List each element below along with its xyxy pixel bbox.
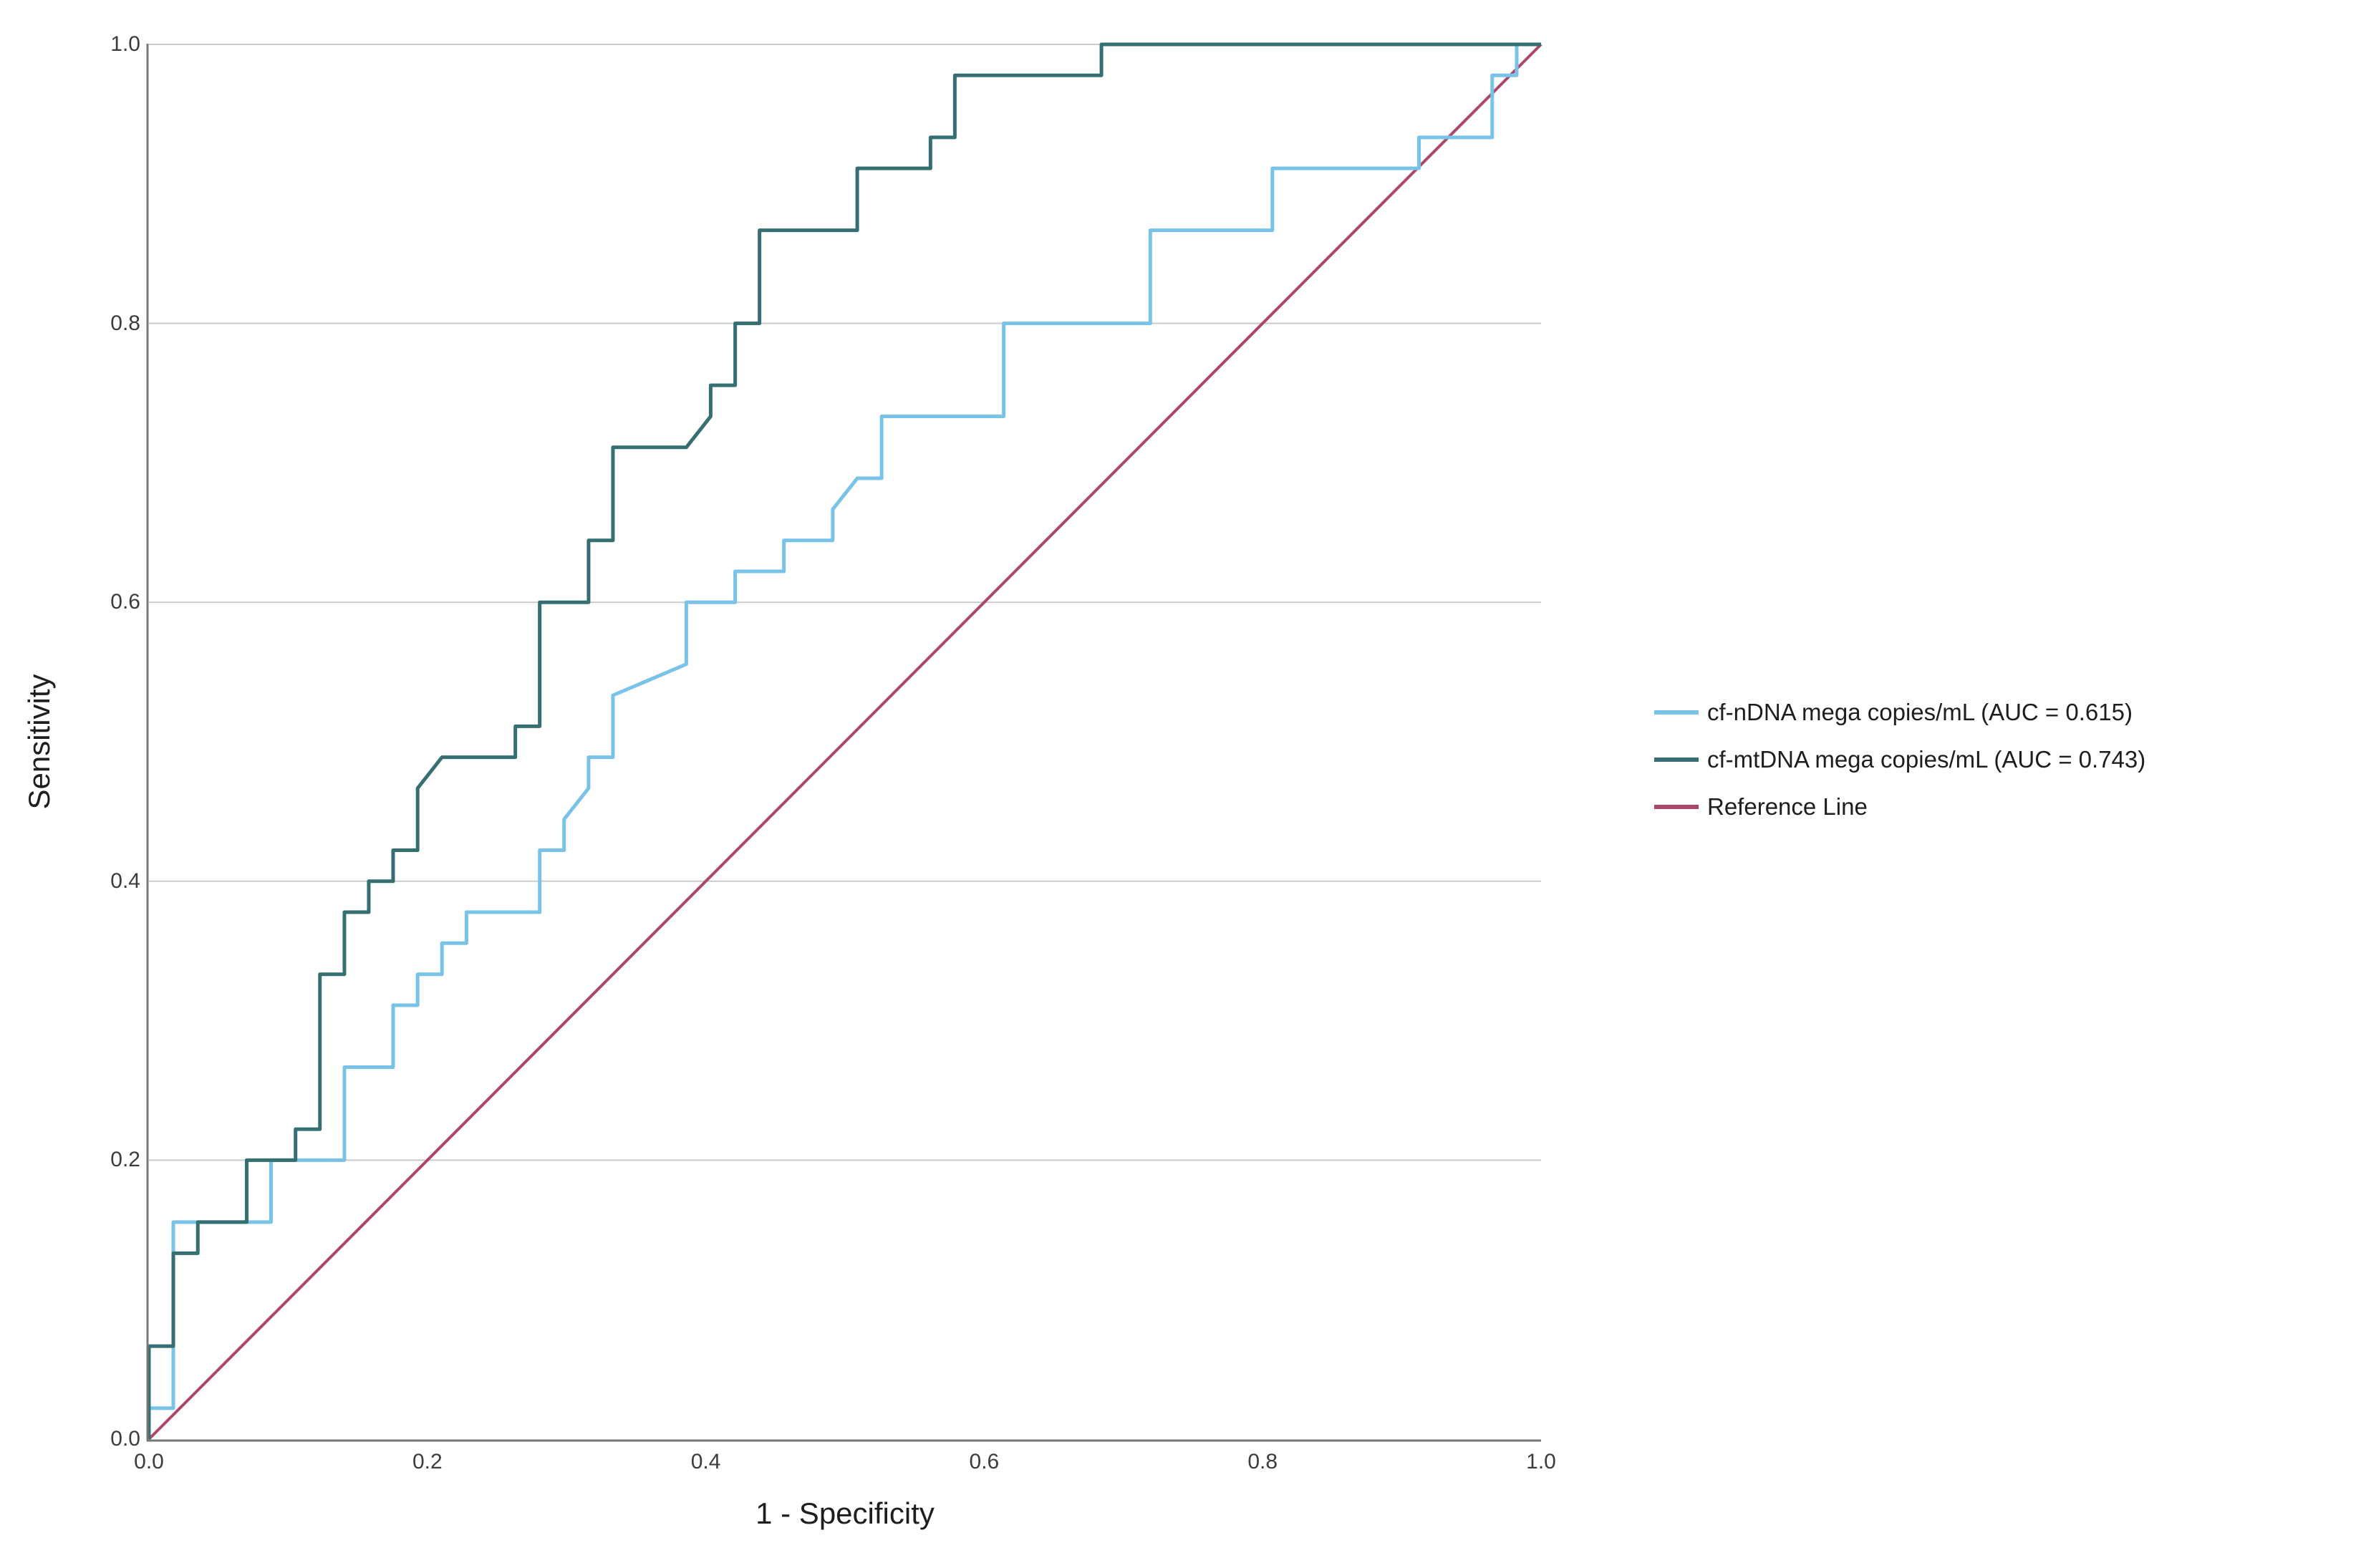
- y-axis-title: Sensitivity: [22, 674, 56, 810]
- legend-swatch-cf-mtdna: [1654, 758, 1699, 762]
- roc-curve-cf-ndna: [147, 42, 1541, 1439]
- roc-curve-cf-mtdna: [147, 42, 1541, 1439]
- legend-item-cf-ndna: cf-nDNA mega copies/mL (AUC = 0.615): [1654, 689, 2145, 736]
- y-tick-label: 0.4: [110, 868, 140, 893]
- x-tick-label: 0.0: [134, 1450, 164, 1473]
- legend-label-cf-mtdna: cf-mtDNA mega copies/mL (AUC = 0.743): [1707, 746, 2146, 773]
- legend-item-reference-line: Reference Line: [1654, 783, 2145, 831]
- x-tick-label: 0.8: [1247, 1450, 1278, 1473]
- legend-label-reference-line: Reference Line: [1707, 793, 1868, 820]
- legend-item-cf-mtdna: cf-mtDNA mega copies/mL (AUC = 0.743): [1654, 736, 2145, 783]
- y-tick-label: 0.2: [110, 1148, 140, 1172]
- y-tick-label: 1.0: [110, 32, 140, 56]
- legend-swatch-reference-line: [1654, 805, 1699, 809]
- x-axis-title: 1 - Specificity: [755, 1496, 935, 1530]
- reference-line: [148, 43, 1542, 1441]
- legend: cf-nDNA mega copies/mL (AUC = 0.615) cf-…: [1654, 689, 2145, 831]
- y-tick-label: 0.8: [110, 311, 140, 335]
- legend-label-cf-ndna: cf-nDNA mega copies/mL (AUC = 0.615): [1707, 699, 2133, 725]
- x-tick-label: 1.0: [1526, 1450, 1556, 1473]
- y-tick-label: 0.0: [110, 1427, 140, 1451]
- y-tick-label: 0.6: [110, 590, 140, 614]
- legend-swatch-cf-ndna: [1654, 710, 1699, 715]
- x-tick-label: 0.2: [412, 1450, 443, 1473]
- x-tick-label: 0.6: [969, 1450, 1000, 1473]
- x-tick-label: 0.4: [690, 1450, 721, 1473]
